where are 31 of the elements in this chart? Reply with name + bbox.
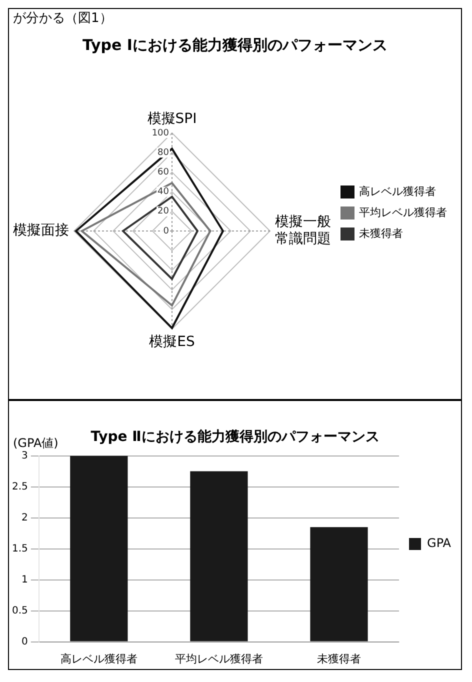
y-tick-label: 2.5 (12, 481, 28, 492)
y-tick-label: 100 (152, 128, 170, 138)
y-tick-label: 2 (22, 512, 28, 524)
x-tick-label: 平均レベル獲得者 (174, 652, 263, 666)
legend-label: 平均レベル獲得者 (359, 206, 447, 219)
x-tick-label: 高レベル獲得者 (60, 652, 138, 666)
spoke-label: 模擬ES (149, 334, 195, 350)
bar (310, 527, 368, 642)
chart-title: Type Ⅰにおける能力獲得別のパフォーマンス (82, 36, 388, 54)
y-tick-label: 0.5 (12, 605, 28, 616)
y-tick-label: 40 (158, 187, 170, 198)
y-axis-title: (GPA値) (13, 436, 58, 450)
spoke-label: 模擬一般常識問題 (275, 214, 331, 248)
bar (190, 471, 248, 642)
y-tick-label: 3 (22, 450, 28, 462)
spoke-label: 模擬SPI (147, 111, 197, 128)
y-tick-label: 0 (163, 226, 170, 236)
bar (70, 456, 128, 642)
chart-title: Type Ⅱにおける能力獲得別のパフォーマンス (90, 429, 380, 446)
legend-label: 未獲得者 (359, 226, 403, 240)
legend-label: 高レベル獲得者 (359, 184, 436, 198)
y-tick-label: 1.5 (12, 543, 28, 554)
y-tick-label: 1 (22, 574, 28, 586)
y-tick-label: 80 (158, 148, 170, 158)
y-tick-label: 0 (22, 636, 28, 648)
y-tick-label: 60 (158, 168, 170, 178)
text: が分かる（図1） (12, 10, 114, 27)
legend-label: GPA (427, 536, 452, 550)
y-tick-label: 20 (158, 206, 170, 217)
x-tick-label: 未獲得者 (317, 652, 362, 666)
spoke-label: 模擬面接 (13, 222, 69, 239)
